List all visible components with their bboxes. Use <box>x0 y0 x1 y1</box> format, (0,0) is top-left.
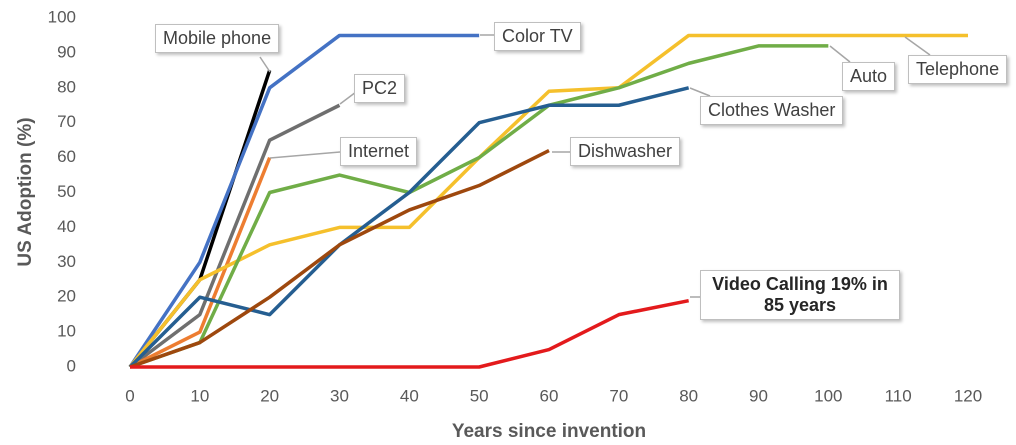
series-line <box>128 103 341 369</box>
y-tick-label: 40 <box>57 217 76 236</box>
y-tick-label: 30 <box>57 252 76 271</box>
y-tick-label: 20 <box>57 287 76 306</box>
y-tick-label: 50 <box>57 182 76 201</box>
x-tick-label: 80 <box>679 386 698 405</box>
series-line <box>128 33 968 369</box>
leader-line <box>904 36 931 56</box>
x-tick-label: 0 <box>125 386 134 405</box>
y-axis-title: US Adoption (%) <box>15 117 36 266</box>
y-tick-label: 70 <box>57 112 76 131</box>
series-label: Telephone <box>908 55 1008 84</box>
y-tick-label: 80 <box>57 77 76 96</box>
x-tick-label: 120 <box>954 386 982 405</box>
series-line <box>130 298 690 369</box>
series-label: Color TV <box>494 22 581 51</box>
series-label: Auto <box>842 62 896 91</box>
x-tick-label: 110 <box>885 386 912 405</box>
x-tick-label: 40 <box>400 386 419 405</box>
series-line <box>129 44 829 369</box>
series-line <box>128 86 690 369</box>
y-tick-label: 0 <box>67 356 76 375</box>
x-tick-label: 30 <box>330 386 349 405</box>
series-line <box>129 156 272 369</box>
x-tick-label: 50 <box>470 386 489 405</box>
series-label: Dishwasher <box>570 137 681 166</box>
y-tick-label: 10 <box>57 322 76 341</box>
y-tick-label: 100 <box>48 7 76 26</box>
leader-line <box>339 91 357 105</box>
y-tick-label: 90 <box>57 42 76 61</box>
series-label: Video Calling 19% in 85 years <box>700 270 900 320</box>
series-label: PC2 <box>354 74 406 103</box>
x-axis-title: Years since invention <box>452 421 646 442</box>
series-line <box>129 149 550 369</box>
series-label: Internet <box>340 137 418 166</box>
series-line <box>128 69 272 369</box>
y-tick-label: 60 <box>57 147 76 166</box>
series-label: Clothes Washer <box>700 96 844 125</box>
x-tick-label: 60 <box>540 386 559 405</box>
leader-line <box>689 87 711 97</box>
x-tick-label: 90 <box>749 386 768 405</box>
x-tick-label: 20 <box>260 386 279 405</box>
x-tick-label: 10 <box>190 386 209 405</box>
x-tick-label: 70 <box>609 386 628 405</box>
x-tick-label: 100 <box>814 386 842 405</box>
leader-line <box>269 151 341 159</box>
series-label: Mobile phone <box>155 24 280 53</box>
leader-line <box>259 56 271 73</box>
series-line <box>128 33 480 368</box>
leader-line <box>829 45 851 63</box>
